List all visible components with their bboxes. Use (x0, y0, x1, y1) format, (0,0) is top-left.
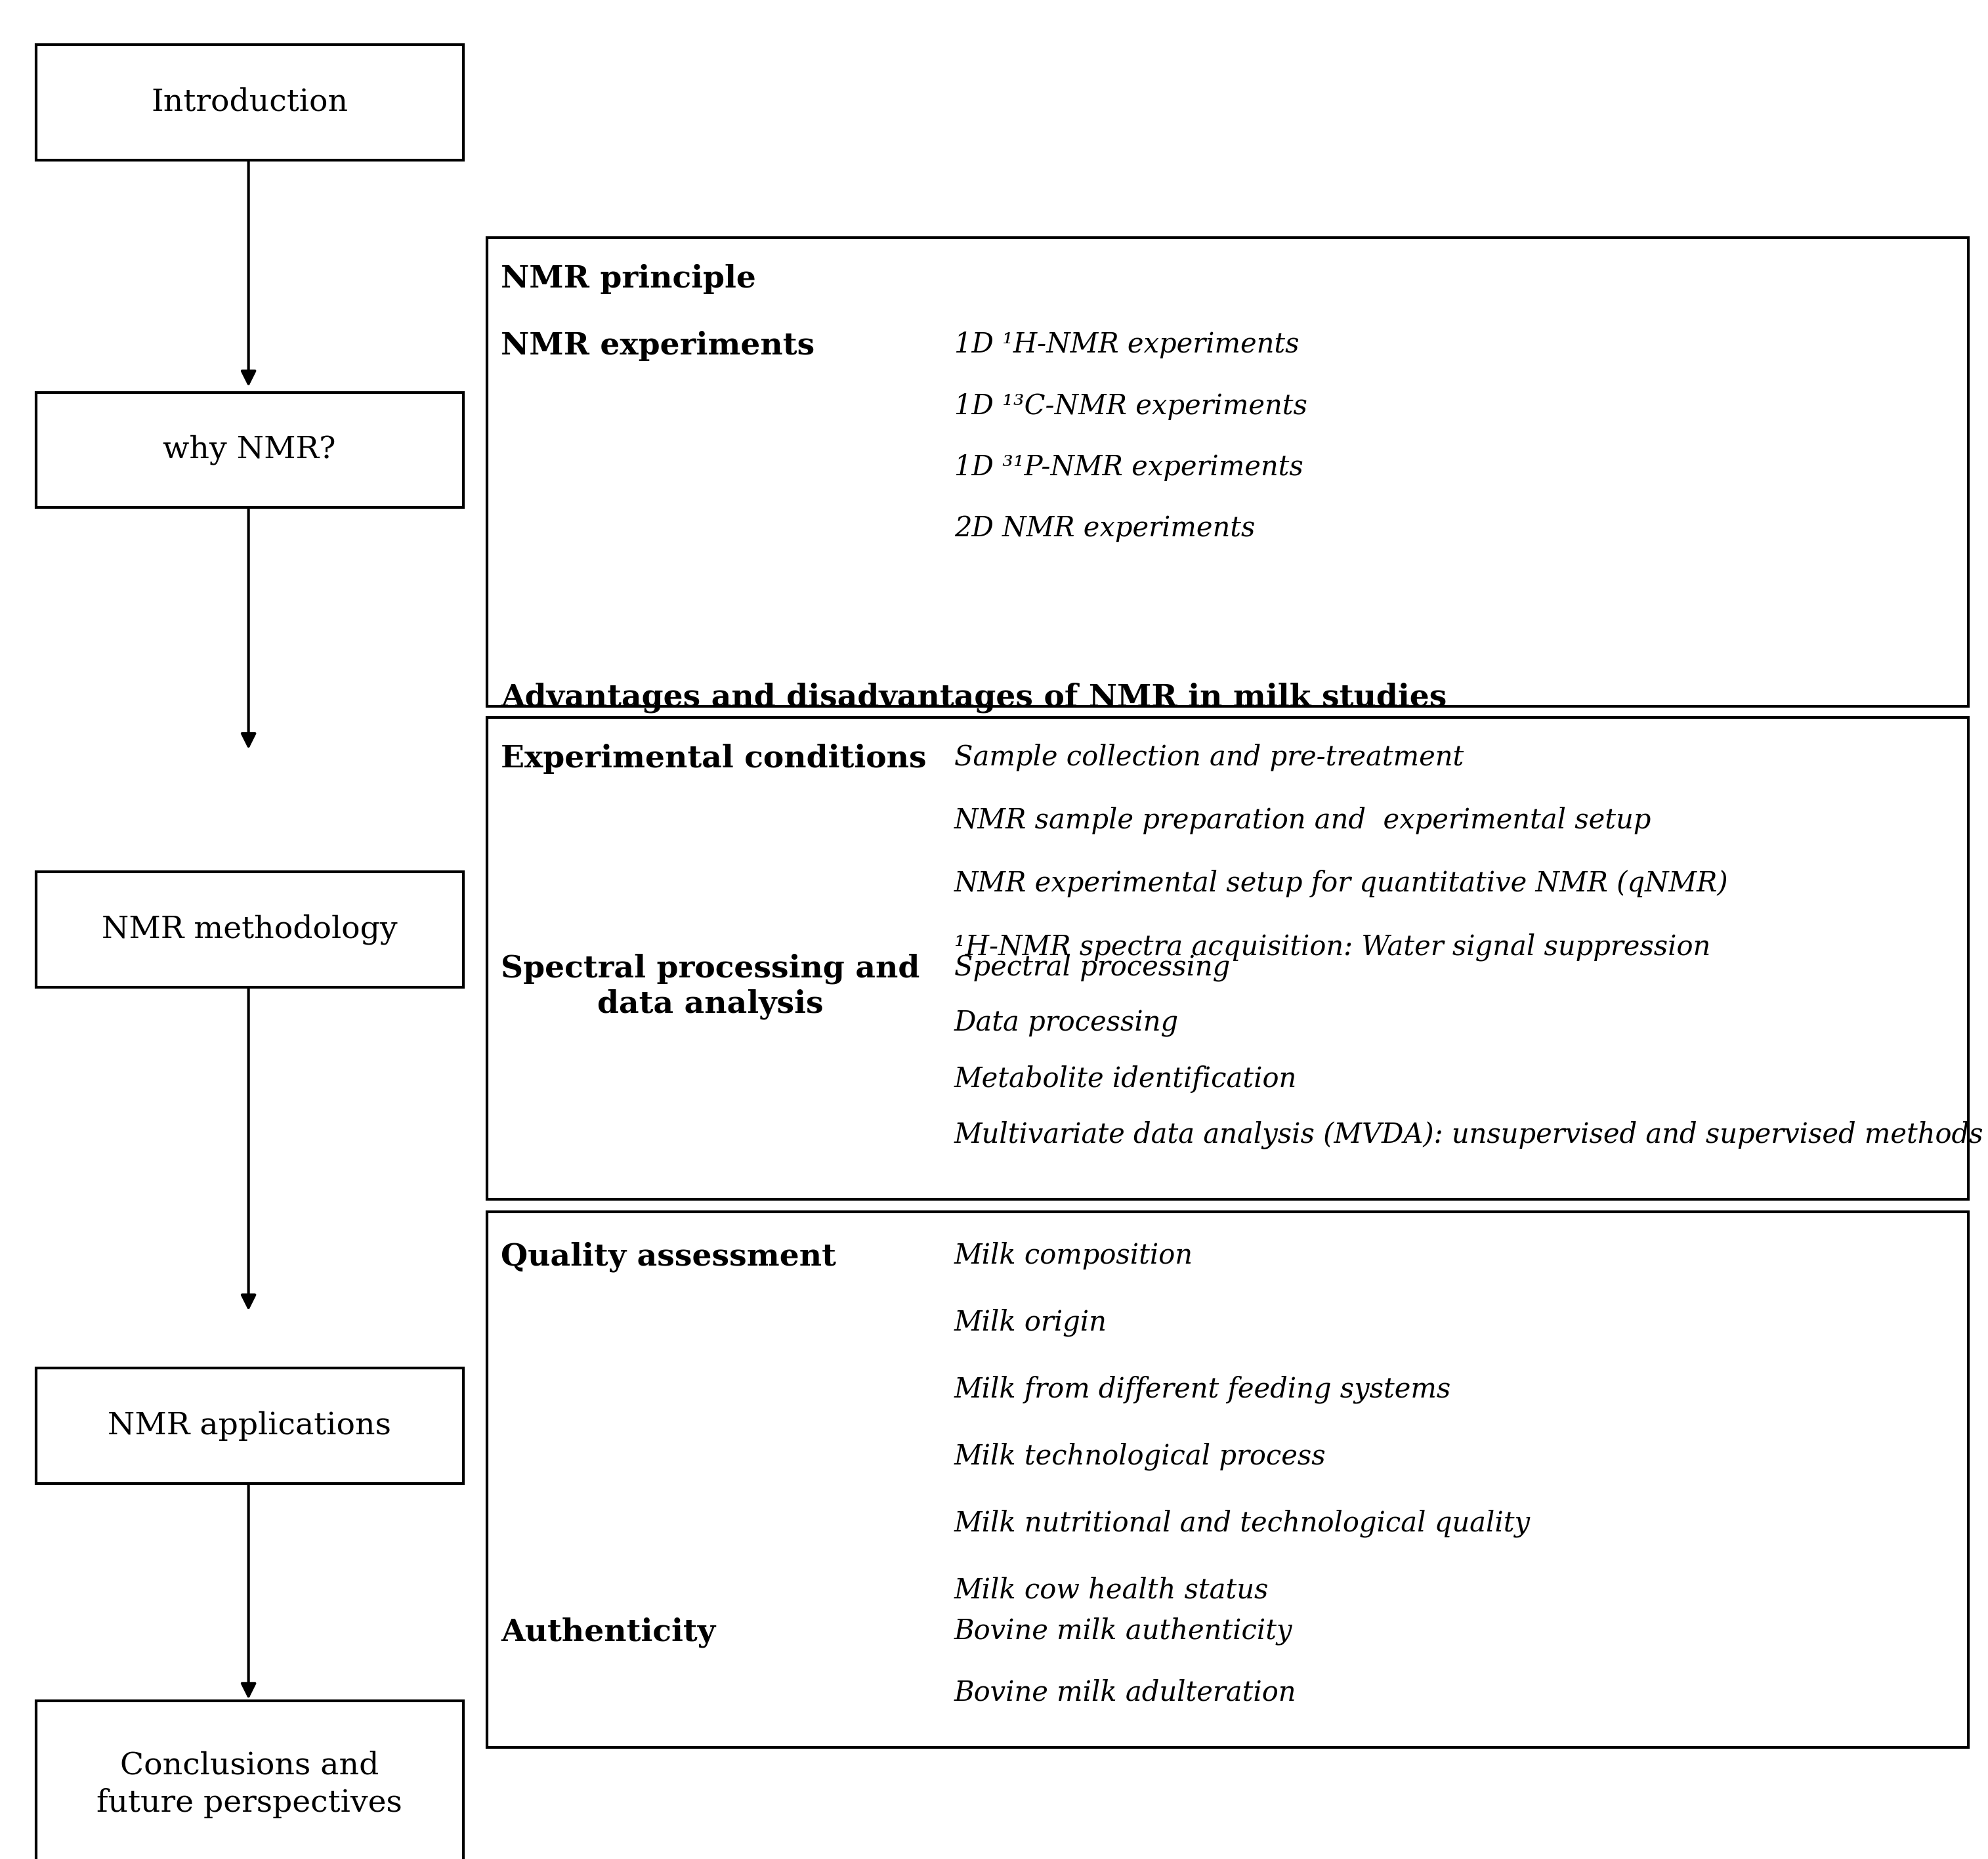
Text: Milk nutritional and technological quality: Milk nutritional and technological quali… (954, 1510, 1531, 1537)
Text: Metabolite identification: Metabolite identification (954, 1065, 1296, 1093)
Text: NMR sample preparation and  experimental setup: NMR sample preparation and experimental … (954, 807, 1652, 835)
Text: Milk from different feeding systems: Milk from different feeding systems (954, 1376, 1451, 1404)
Text: Experimental conditions: Experimental conditions (501, 744, 926, 773)
Text: Quality assessment: Quality assessment (501, 1242, 837, 1272)
Text: Sample collection and pre-treatment: Sample collection and pre-treatment (954, 744, 1463, 771)
Text: Multivariate data analysis (MVDA): unsupervised and supervised methods: Multivariate data analysis (MVDA): unsup… (954, 1121, 1984, 1149)
Text: Milk cow health status: Milk cow health status (954, 1576, 1268, 1604)
Text: 1D ¹³C-NMR experiments: 1D ¹³C-NMR experiments (954, 392, 1308, 420)
Text: 1D ³¹P-NMR experiments: 1D ³¹P-NMR experiments (954, 454, 1304, 481)
Text: NMR experimental setup for quantitative NMR (qNMR): NMR experimental setup for quantitative … (954, 870, 1728, 898)
Bar (36, 872, 463, 987)
Text: NMR methodology: NMR methodology (101, 915, 398, 944)
Bar (36, 1701, 463, 1859)
Text: Authenticity: Authenticity (501, 1617, 716, 1647)
Text: 2D NMR experiments: 2D NMR experiments (954, 515, 1254, 543)
Bar (36, 1368, 463, 1483)
Bar (36, 45, 463, 160)
Text: Advantages and disadvantages of NMR in milk studies: Advantages and disadvantages of NMR in m… (501, 682, 1447, 712)
Text: Milk composition: Milk composition (954, 1242, 1193, 1270)
Bar (487, 718, 1968, 1199)
Text: ¹H-NMR spectra acquisition: Water signal suppression: ¹H-NMR spectra acquisition: Water signal… (954, 933, 1710, 961)
Text: Bovine milk authenticity: Bovine milk authenticity (954, 1617, 1292, 1645)
Text: 1D ¹H-NMR experiments: 1D ¹H-NMR experiments (954, 331, 1298, 359)
Bar (487, 238, 1968, 706)
Text: Spectral processing: Spectral processing (954, 954, 1231, 982)
Text: NMR experiments: NMR experiments (501, 331, 815, 361)
Text: Data processing: Data processing (954, 1009, 1179, 1037)
Text: NMR applications: NMR applications (107, 1411, 392, 1441)
Text: Milk technological process: Milk technological process (954, 1443, 1326, 1470)
Text: Introduction: Introduction (151, 87, 348, 117)
Bar (36, 392, 463, 508)
Bar (487, 1212, 1968, 1747)
Text: Milk origin: Milk origin (954, 1309, 1107, 1337)
Text: NMR principle: NMR principle (501, 264, 755, 294)
Text: Bovine milk adulteration: Bovine milk adulteration (954, 1679, 1296, 1707)
Text: Spectral processing and
data analysis: Spectral processing and data analysis (501, 954, 920, 1019)
Text: Conclusions and
future perspectives: Conclusions and future perspectives (97, 1751, 402, 1818)
Text: why NMR?: why NMR? (163, 435, 336, 465)
